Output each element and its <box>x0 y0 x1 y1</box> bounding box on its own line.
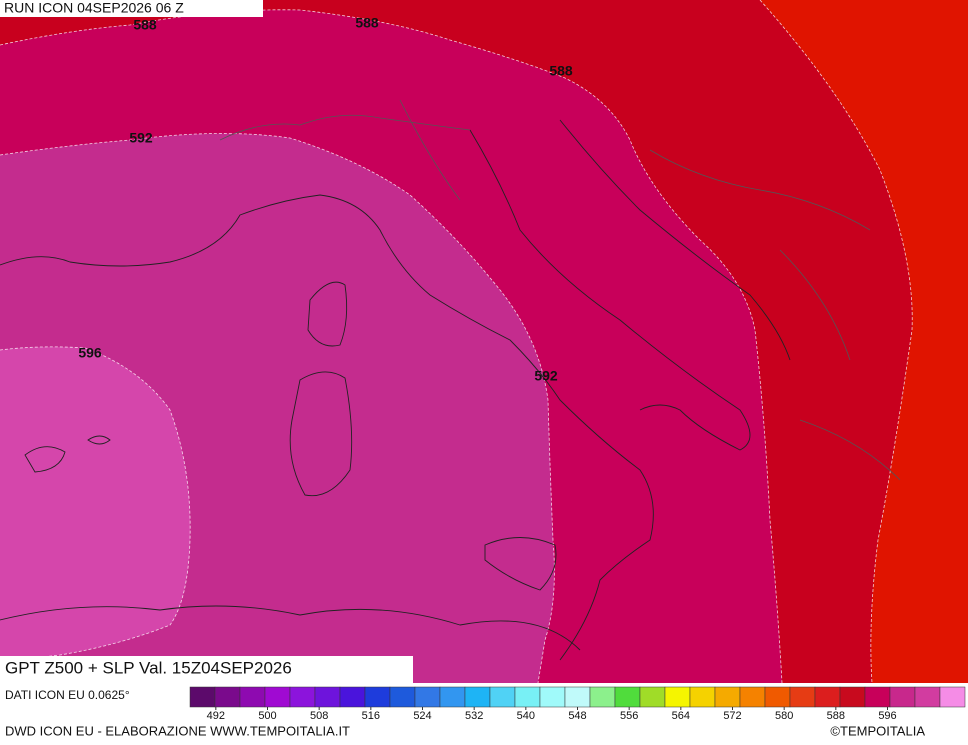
colorbar-swatch <box>314 686 341 708</box>
colorbar-tick-label: 524 <box>413 710 431 722</box>
colorbar-swatch <box>714 686 741 708</box>
colorbar-swatch <box>189 686 216 708</box>
contour-labels: 588 588 588 592 592 596 <box>78 15 573 384</box>
colorbar-swatch <box>914 686 941 708</box>
map-fields <box>0 0 968 684</box>
island <box>307 281 348 347</box>
colorbar-swatch <box>264 686 291 708</box>
credit-label: DWD ICON EU - ELABORAZIONE WWW.TEMPOITAL… <box>5 723 350 738</box>
brand-label: ©TEMPOITALIA <box>830 723 925 738</box>
colorbar-swatch <box>464 686 491 708</box>
island <box>484 537 557 591</box>
colorbar-tick-label: 564 <box>672 710 690 722</box>
colorbar-swatch <box>864 686 891 708</box>
coastline <box>469 129 751 451</box>
source-label: DATI ICON EU 0.0625° <box>5 688 130 702</box>
colorbar-tick-label: 548 <box>568 710 586 722</box>
colorbar-swatch <box>289 686 316 708</box>
title-box <box>0 0 263 17</box>
island <box>289 371 353 497</box>
coastlines <box>0 99 901 661</box>
border <box>219 99 901 481</box>
colorbar-tick-label: 516 <box>362 710 380 722</box>
isoline <box>0 133 555 684</box>
coastline <box>0 194 654 661</box>
coastline <box>0 605 581 651</box>
colorbar-swatch <box>639 686 666 708</box>
colorbar-swatch <box>939 686 966 708</box>
colorbar-tick-label: 492 <box>207 710 225 722</box>
isoline <box>0 9 783 684</box>
colorbar-swatch <box>214 686 241 708</box>
colorbar: 492 500 508 516 524 532 540 548 556 564 572 580 588 5… <box>189 686 966 722</box>
colorbar-swatch <box>564 686 591 708</box>
colorbar-swatch <box>514 686 541 708</box>
colorbar-swatch <box>414 686 441 708</box>
island <box>24 435 111 473</box>
colorbar-swatch <box>689 686 716 708</box>
field-596 <box>0 346 191 662</box>
colorbar-swatch <box>339 686 366 708</box>
contour-label: 592 <box>129 130 153 146</box>
colorbar-swatch <box>489 686 516 708</box>
colorbar-swatch <box>539 686 566 708</box>
colorbar-swatch <box>239 686 266 708</box>
isoline <box>759 0 913 684</box>
coastline <box>559 119 791 361</box>
colorbar-swatch <box>664 686 691 708</box>
colorbar-tick-label: 588 <box>827 710 845 722</box>
product-label: GPT Z500 + SLP Val. 15Z04SEP2026 <box>5 658 292 677</box>
colorbar-swatch <box>589 686 616 708</box>
contour-label: 592 <box>534 368 558 384</box>
product-box <box>0 656 413 683</box>
colorbar-tick-label: 500 <box>258 710 276 722</box>
colorbar-swatch <box>814 686 841 708</box>
colorbar-swatch <box>839 686 866 708</box>
contour-label: 588 <box>133 17 157 33</box>
colorbar-swatch <box>614 686 641 708</box>
contour-label: 596 <box>78 345 102 361</box>
colorbar-tick-label: 572 <box>723 710 741 722</box>
contour-label: 588 <box>549 63 573 79</box>
colorbar-tick-label: 540 <box>517 710 535 722</box>
colorbar-tick-label: 532 <box>465 710 483 722</box>
colorbar-tick-label: 508 <box>310 710 328 722</box>
isoline <box>0 346 191 663</box>
colorbar-swatch <box>389 686 416 708</box>
colorbar-swatch <box>739 686 766 708</box>
run-title: RUN ICON 04SEP2026 06 Z <box>4 0 184 16</box>
colorbar-swatch <box>889 686 916 708</box>
colorbar-tick-label: 556 <box>620 710 638 722</box>
colorbar-tick-label: 596 <box>878 710 896 722</box>
contour-label: 588 <box>355 15 379 31</box>
colorbar-swatch <box>439 686 466 708</box>
colorbar-swatch <box>764 686 791 708</box>
colorbar-swatch <box>364 686 391 708</box>
colorbar-swatch <box>789 686 816 708</box>
colorbar-tick-label: 580 <box>775 710 793 722</box>
